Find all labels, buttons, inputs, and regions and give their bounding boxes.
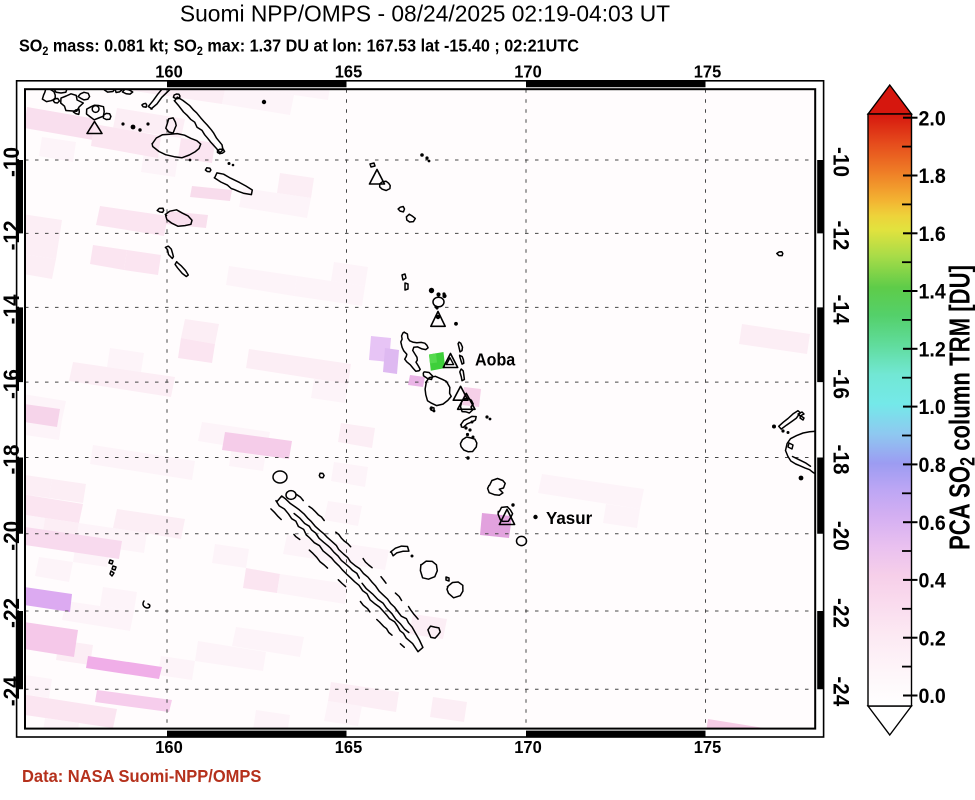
svg-text:Aoba: Aoba [475,350,516,370]
svg-text:-22: -22 [828,598,853,628]
svg-text:-12: -12 [828,220,853,250]
svg-text:-10: -10 [0,147,24,177]
svg-text:-18: -18 [828,445,853,475]
svg-text:1.4: 1.4 [919,280,947,304]
svg-text:PCA SO2 column TRM [DU]: PCA SO2 column TRM [DU] [945,265,975,550]
svg-text:1.8: 1.8 [919,164,946,188]
svg-text:-14: -14 [0,294,24,324]
svg-text:Data: NASA Suomi-NPP/OMPS: Data: NASA Suomi-NPP/OMPS [22,765,261,786]
svg-text:-20: -20 [0,521,24,551]
svg-text:160: 160 [155,62,182,82]
svg-text:165: 165 [335,737,362,757]
svg-text:-16: -16 [828,369,853,399]
svg-text:1.2: 1.2 [919,338,946,362]
svg-text:175: 175 [694,62,721,82]
svg-text:0.0: 0.0 [919,684,946,708]
svg-text:-18: -18 [0,444,24,474]
svg-text:Suomi NPP/OMPS - 08/24/2025 02: Suomi NPP/OMPS - 08/24/2025 02:19-04:03 … [180,0,670,26]
svg-text:1.6: 1.6 [919,222,946,246]
svg-text:0.4: 0.4 [919,569,947,593]
svg-text:-16: -16 [0,369,24,399]
svg-text:2.0: 2.0 [919,107,946,131]
svg-text:0.2: 0.2 [919,627,946,651]
svg-text:175: 175 [694,737,721,757]
svg-text:1.0: 1.0 [919,395,946,419]
svg-text:SO2 mass: 0.081 kt; SO2 max: 1: SO2 mass: 0.081 kt; SO2 max: 1.37 DU at … [19,36,579,58]
svg-text:170: 170 [514,62,541,82]
svg-text:-24: -24 [828,676,853,706]
svg-text:0.8: 0.8 [919,453,946,477]
svg-text:0.6: 0.6 [919,511,946,535]
svg-text:-10: -10 [828,147,853,177]
svg-text:-22: -22 [0,598,24,628]
svg-text:160: 160 [155,737,182,757]
svg-text:-20: -20 [828,521,853,551]
svg-text:Yasur: Yasur [546,508,592,528]
svg-text:-14: -14 [828,294,853,324]
svg-text:165: 165 [335,62,362,82]
svg-text:170: 170 [514,737,541,757]
svg-text:-12: -12 [0,220,24,250]
svg-text:-24: -24 [0,676,24,706]
